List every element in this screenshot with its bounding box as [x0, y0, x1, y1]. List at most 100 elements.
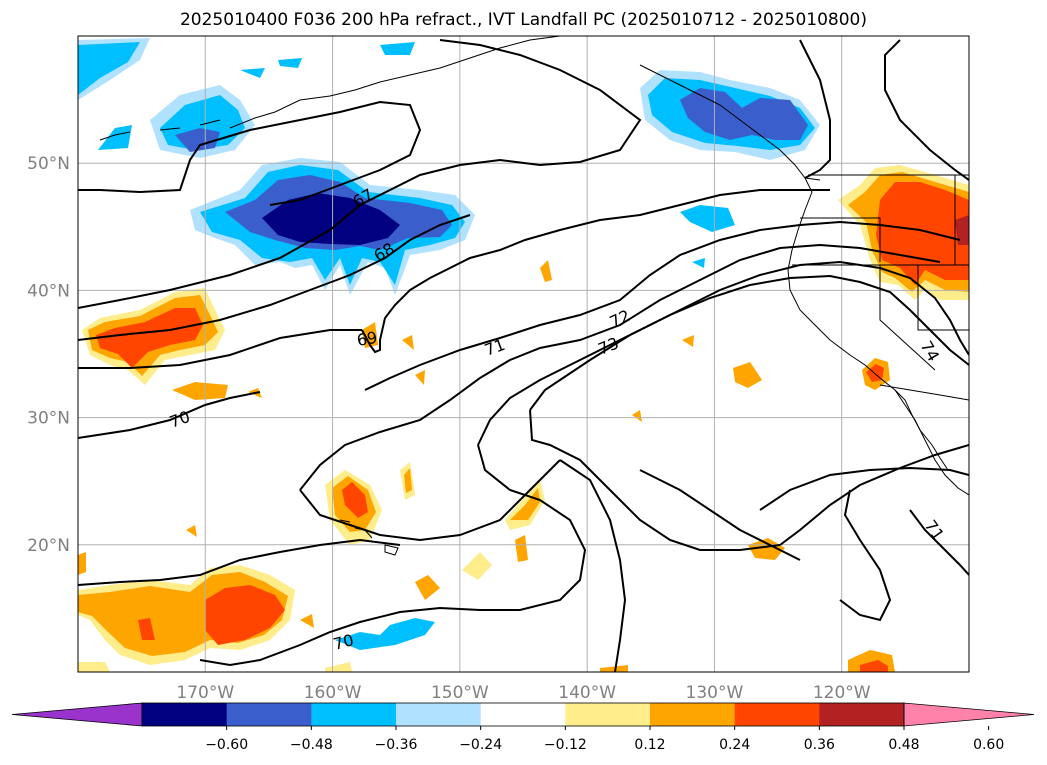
contour-line-10 [529, 274, 969, 411]
contour-line-20 [799, 39, 831, 179]
contour-line-18 [839, 489, 892, 622]
colorbar-bin [396, 703, 482, 726]
contour-line-1 [78, 100, 422, 206]
contour-line-6 [361, 189, 830, 354]
contour-label-69: 69 [355, 328, 378, 350]
coastline-se-alaska [639, 64, 821, 193]
contour-line-16 [639, 469, 801, 561]
colorbar-frame [141, 702, 905, 727]
contour-line-8 [299, 243, 941, 491]
contour-line-12 [199, 444, 587, 667]
colorbar-tick-label: −0.12 [544, 737, 587, 753]
positive-region-hawaii-east-1-core [510, 488, 540, 520]
lat-label: 20°N [27, 536, 70, 556]
refractivity-contours [78, 39, 969, 672]
colorbar-bin [480, 703, 566, 726]
positive-region-small-5 [402, 335, 414, 350]
lon-label: 120°W [813, 683, 871, 703]
lon-label: 150°W [431, 683, 489, 703]
positive-region-small-1 [172, 382, 228, 400]
positive-region-small-15 [600, 665, 628, 672]
negative-region-offshore-2 [692, 258, 705, 268]
coastline-aleutians [99, 119, 221, 141]
gridlines [78, 36, 969, 672]
negative-region-hawaii [335, 618, 435, 650]
positive-region-west-inner [96, 308, 203, 368]
lon-label: 140°W [558, 683, 616, 703]
map-frame [77, 35, 970, 673]
contour-line-17 [759, 466, 969, 511]
colorbar-bin [565, 703, 651, 726]
contour-line-7 [364, 220, 961, 391]
positive-region-small-3 [540, 260, 552, 282]
positive-region-bottom-left [78, 662, 110, 672]
contour-line-3 [78, 214, 471, 341]
contour-line-5 [78, 391, 261, 439]
negative-region-aleutians-mid-dark [175, 128, 220, 152]
positive-region-small-7 [682, 335, 694, 347]
lon-label: 130°W [686, 683, 744, 703]
positive-region-small-8 [733, 362, 762, 388]
colorbar-bin [226, 703, 312, 726]
colorbar-bin [819, 703, 905, 726]
negative-region-small-1 [98, 125, 132, 150]
positive-region-westus-core [955, 215, 969, 245]
lon-label: 160°W [304, 683, 362, 703]
colorbar-tick-label: 0.36 [804, 737, 835, 753]
positive-region-small-6 [415, 370, 425, 385]
colorbar-tick-label: −0.24 [459, 737, 502, 753]
coastline-alaska-peninsula [229, 36, 561, 129]
contour-line-22 [78, 538, 401, 586]
positive-region-small-14 [78, 552, 86, 575]
positive-region-small-16 [325, 662, 352, 672]
contour-line-4 [78, 329, 362, 369]
negative-region-central-core [262, 193, 400, 245]
positive-region-southwest-inner [205, 585, 285, 645]
lon-label: 170°W [176, 683, 234, 703]
figure-title: 2025010400 F036 200 hPa refract., IVT La… [179, 10, 867, 30]
coastline-baja [894, 389, 949, 471]
positive-region-hawaii-east-4 [415, 575, 440, 600]
colorbar-extend-high [903, 702, 1035, 727]
map-area: 67 68 69 70 70 71 71 72 73 74 [78, 36, 969, 672]
positive-region-small-4 [362, 322, 378, 348]
colorbar [11, 702, 1035, 727]
contour-line-19 [909, 509, 969, 576]
colorbar-tick-labels: −0.60 −0.48 −0.36 −0.24 −0.12 0.12 0.24 0.36 0.4… [205, 726, 1004, 753]
contour-line-11 [299, 459, 561, 542]
positive-region-hawaii-north-inner [342, 482, 368, 518]
positive-region-hawaii-east-2 [515, 535, 528, 562]
negative-region-small-3 [278, 58, 302, 68]
contour-line-2 [78, 39, 642, 309]
positive-region-westus-inner [876, 182, 969, 285]
colorbar-bin [311, 703, 397, 726]
positive-region-baja-core [860, 660, 888, 672]
positive-region-small-11 [186, 525, 197, 537]
lat-label: 40°N [27, 281, 70, 301]
positive-region-small-13 [748, 538, 785, 560]
contour-line-14 [559, 459, 627, 672]
colorbar-extend-low [11, 702, 143, 727]
state-border-nv-az [917, 265, 969, 331]
negative-region-small-2 [380, 42, 415, 55]
latitude-labels: 50°N 40°N 30°N 20°N [27, 154, 70, 556]
colorbar-tick-label: 0.48 [888, 737, 919, 753]
longitude-labels: 170°W 160°W 150°W 140°W 130°W 120°W [176, 683, 870, 703]
positive-region-southwest-small [138, 618, 155, 640]
border-us-mexico [879, 384, 969, 401]
colorbar-tick-label: −0.36 [375, 737, 418, 753]
positive-region-small-12 [300, 614, 314, 628]
positive-region-small-9 [632, 410, 642, 422]
colorbar-tick-label: −0.60 [205, 737, 248, 753]
contour-line-15 [779, 444, 969, 546]
colorbar-bin [734, 703, 820, 726]
colorbar-bin [650, 703, 736, 726]
state-border-ca-nv [879, 265, 936, 371]
negative-region-small-4 [240, 68, 265, 78]
state-border-wa-or [800, 217, 881, 262]
colorbar-tick-label: 0.12 [634, 737, 665, 753]
contour-line-21 [884, 39, 969, 181]
colorbar-tick-label: 0.60 [973, 737, 1004, 753]
